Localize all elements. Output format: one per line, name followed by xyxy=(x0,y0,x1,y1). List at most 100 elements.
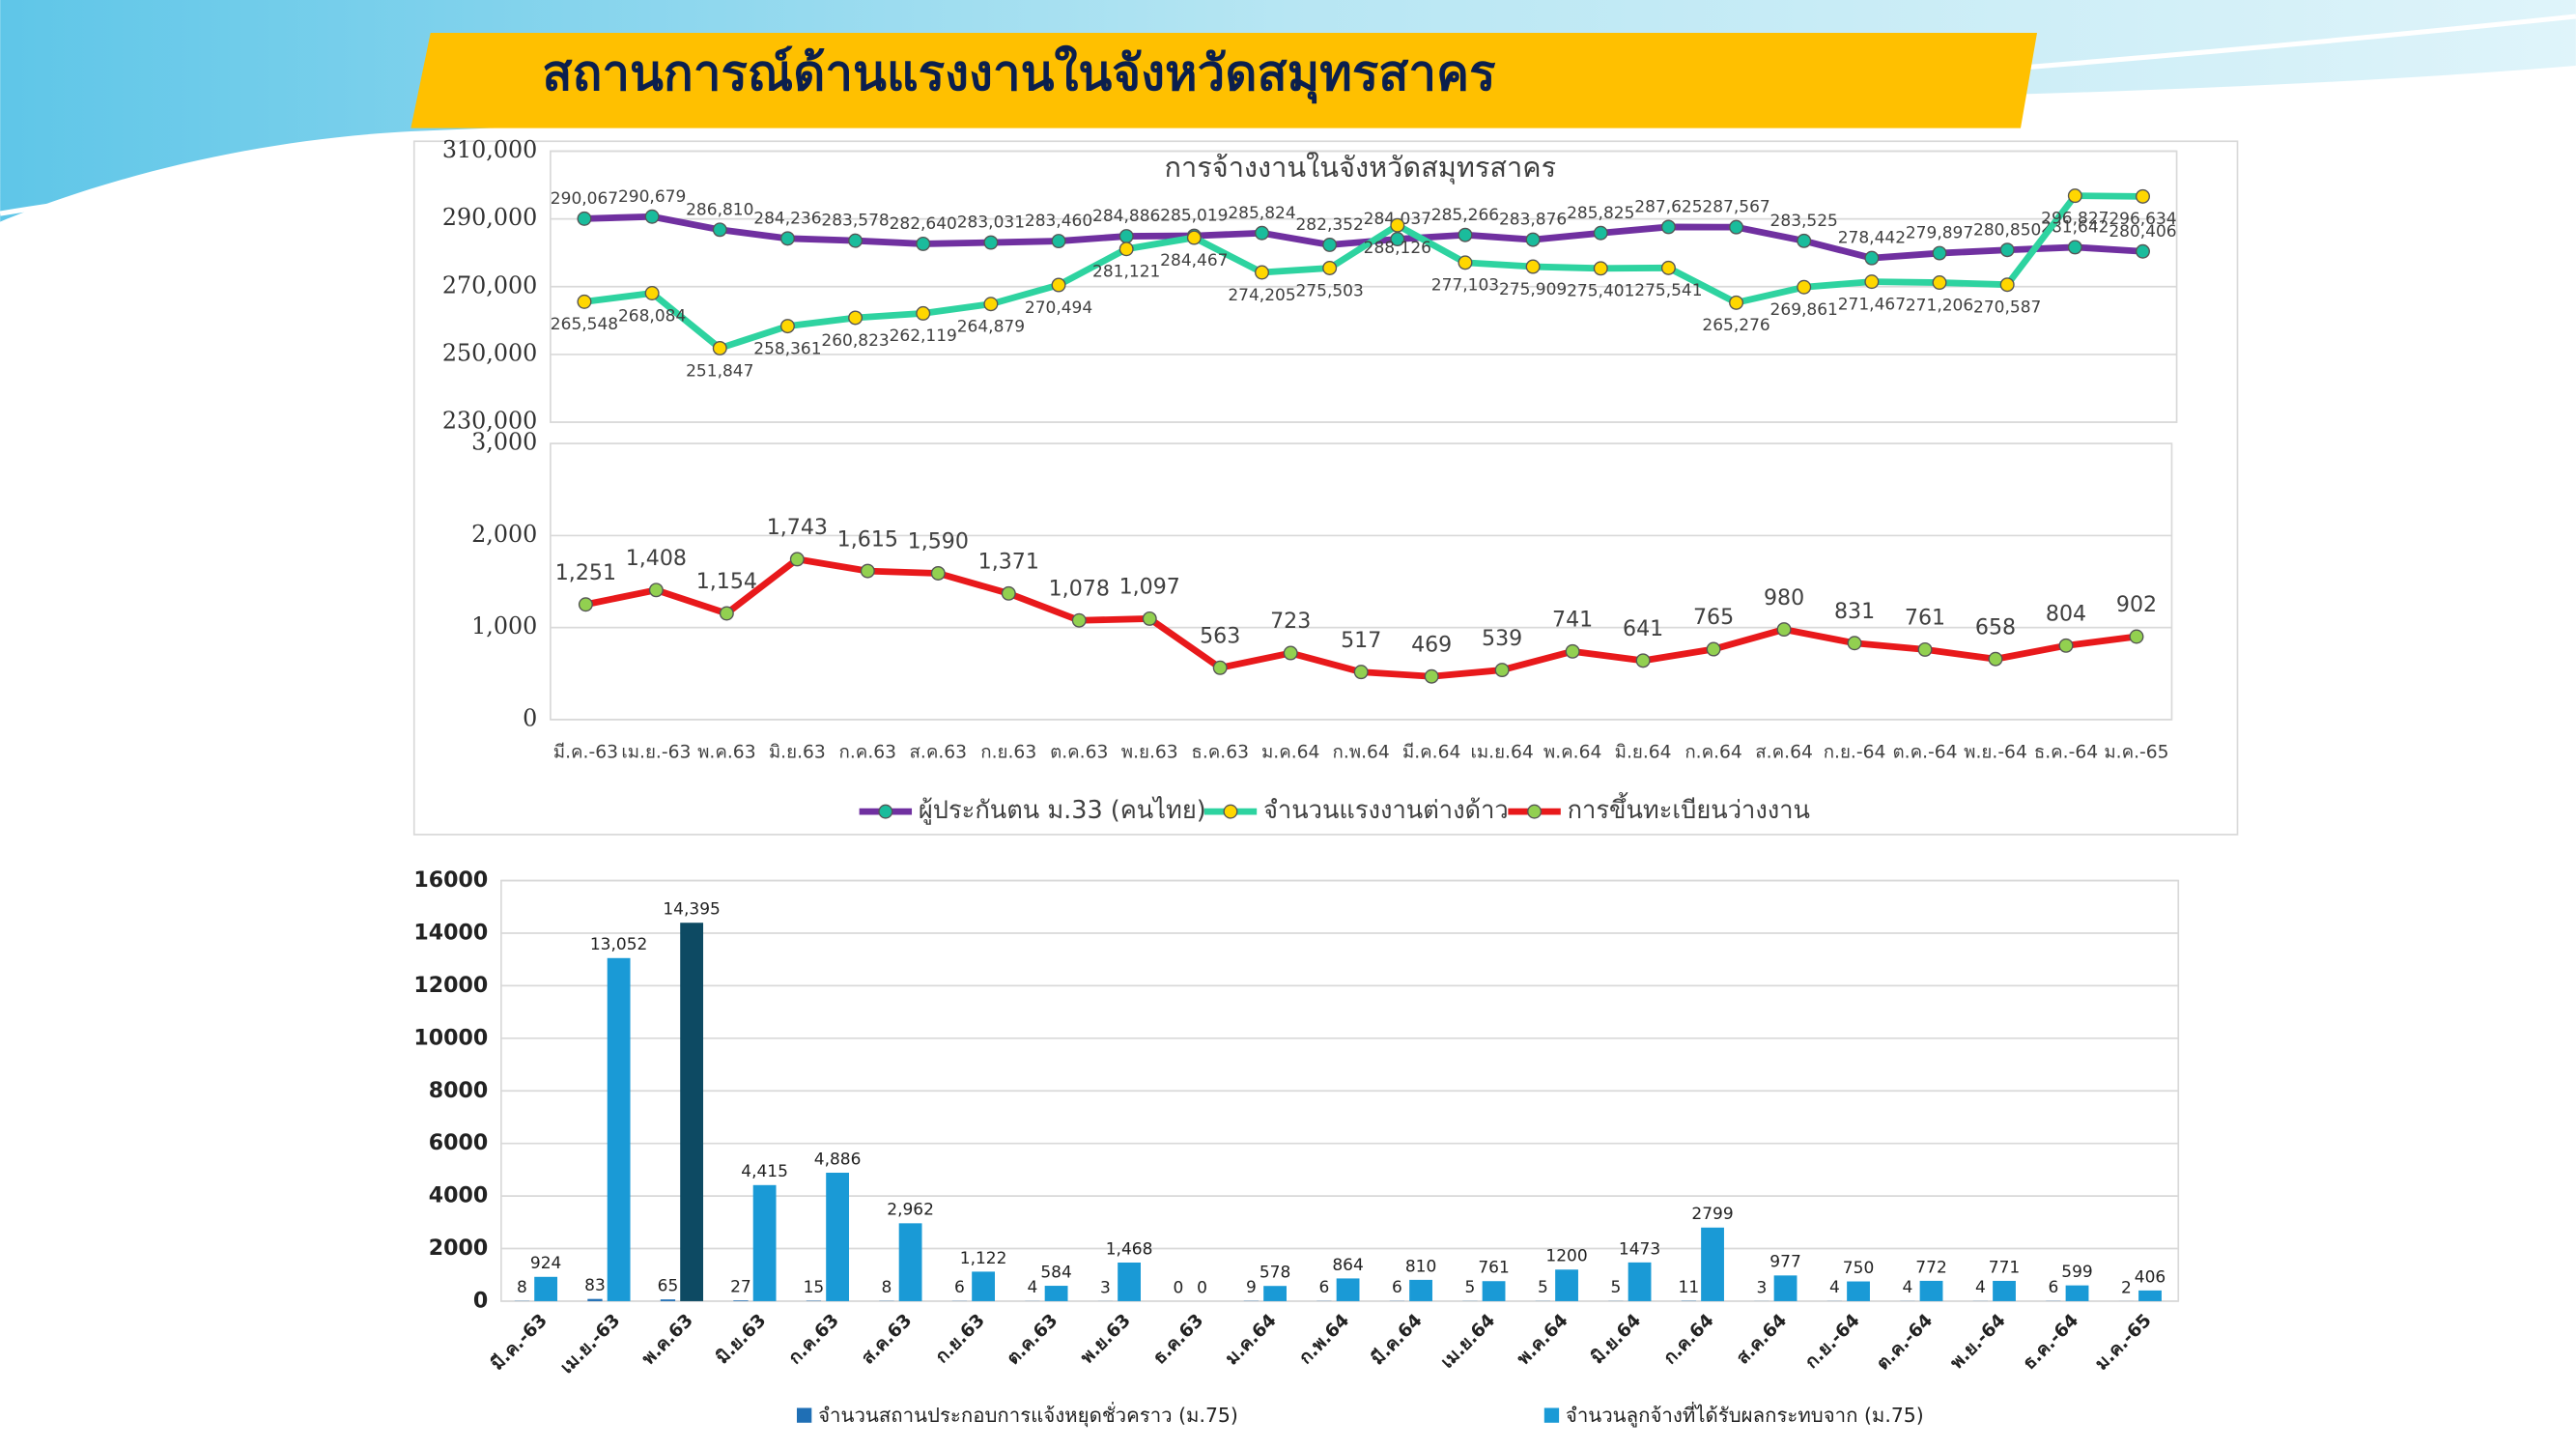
point-marker xyxy=(1494,663,1510,678)
point-marker xyxy=(1525,232,1541,247)
data-label: 274,205 xyxy=(1228,286,1295,305)
bar xyxy=(972,1271,996,1301)
y-tick-label: 6000 xyxy=(429,1130,488,1155)
y-tick-label: 4000 xyxy=(429,1183,488,1208)
data-label: 275,541 xyxy=(1634,281,1702,300)
data-label: 977 xyxy=(1769,1253,1800,1272)
legend-marker xyxy=(1527,804,1543,819)
data-label: 563 xyxy=(1200,623,1240,648)
data-label: 864 xyxy=(1332,1256,1363,1275)
point-marker xyxy=(1051,234,1066,249)
data-label: 469 xyxy=(1411,632,1452,657)
bar xyxy=(1993,1280,2016,1301)
point-marker xyxy=(2136,188,2150,204)
data-label: 296,634 xyxy=(2109,210,2176,229)
data-label: 4,886 xyxy=(814,1150,862,1169)
data-label: 287,567 xyxy=(1702,198,1769,217)
point-marker xyxy=(916,305,931,321)
data-label: 599 xyxy=(2061,1263,2092,1282)
point-marker xyxy=(1729,295,1744,310)
data-label: 277,103 xyxy=(1431,276,1499,296)
data-label: 723 xyxy=(1270,609,1311,634)
point-marker xyxy=(1999,277,2015,293)
x-tick-label: ม.ค.-65 xyxy=(2104,742,2168,762)
point-marker xyxy=(1917,641,1933,657)
x-tick-label: พ.ย.63 xyxy=(1077,1311,1135,1369)
y-tick-label: 0 xyxy=(523,704,537,731)
point-marker xyxy=(1864,250,1880,266)
point-marker xyxy=(644,209,660,224)
x-tick-label: ก.ย.63 xyxy=(932,1311,989,1368)
data-label: 6 xyxy=(954,1278,965,1297)
data-label: 8 xyxy=(882,1278,892,1297)
point-marker xyxy=(1706,641,1721,657)
title-banner xyxy=(410,33,2038,128)
bar xyxy=(534,1276,558,1301)
data-label: 2799 xyxy=(1691,1205,1733,1224)
x-tick-label: พ.ย.-64 xyxy=(1947,1311,2010,1374)
point-marker xyxy=(1565,643,1580,659)
data-label: 4,415 xyxy=(741,1162,788,1181)
data-label: 286,810 xyxy=(686,200,753,219)
point-marker xyxy=(916,236,931,251)
point-marker xyxy=(1283,645,1298,661)
data-label: 279,897 xyxy=(1906,224,1973,243)
y-tick-label: 290,000 xyxy=(442,204,537,231)
bar xyxy=(1701,1227,1724,1301)
x-tick-label: พ.ค.64 xyxy=(1543,742,1601,762)
data-label: 265,548 xyxy=(551,315,618,334)
data-label: 406 xyxy=(2135,1267,2166,1287)
data-label: 11 xyxy=(1679,1278,1700,1297)
point-marker xyxy=(1593,261,1608,276)
point-marker xyxy=(1001,585,1016,601)
data-label: 284,467 xyxy=(1160,251,1228,270)
y-tick-label: 3,000 xyxy=(471,429,537,456)
data-label: 296,827 xyxy=(2041,209,2109,228)
x-tick-label: พ.ย.63 xyxy=(1121,742,1178,762)
data-label: 270,494 xyxy=(1025,298,1092,318)
legend-label: จำนวนสถานประกอบการแจ้งหยุดชั่วคราว (ม.75… xyxy=(818,1402,1238,1428)
data-label: 6 xyxy=(1392,1278,1402,1297)
x-tick-label: พ.ย.-64 xyxy=(1964,742,2027,762)
point-marker xyxy=(577,211,592,226)
point-marker xyxy=(1988,651,2003,667)
point-marker xyxy=(983,235,999,250)
point-marker xyxy=(1051,277,1066,293)
data-label: 641 xyxy=(1623,616,1663,641)
point-marker xyxy=(1390,217,1405,233)
data-label: 285,019 xyxy=(1160,207,1228,226)
data-label: 285,824 xyxy=(1228,204,1295,223)
data-label: 658 xyxy=(1975,614,2016,639)
x-tick-label: มี.ค.-63 xyxy=(553,742,618,762)
bar xyxy=(1482,1281,1506,1301)
point-marker xyxy=(1999,242,2015,258)
data-label: 5 xyxy=(1464,1278,1475,1297)
bar xyxy=(2138,1290,2162,1301)
x-tick-label: ธ.ค.63 xyxy=(1191,742,1249,762)
data-label: 8 xyxy=(517,1278,527,1297)
point-marker xyxy=(1212,660,1228,675)
y-tick-label: 14000 xyxy=(413,920,488,945)
x-tick-label: พ.ค.63 xyxy=(697,742,755,762)
data-label: 251,847 xyxy=(686,361,753,381)
x-tick-label: ก.ย.-64 xyxy=(1824,742,1886,762)
legend-label: การขึ้นทะเบียนว่างงาน xyxy=(1568,792,1810,825)
x-tick-label: ก.ค.64 xyxy=(1684,742,1741,762)
point-marker xyxy=(1353,665,1369,680)
point-marker xyxy=(1255,225,1269,241)
data-label: 4 xyxy=(1975,1278,1986,1297)
x-tick-label: ก.ย.63 xyxy=(980,742,1036,762)
point-marker xyxy=(1797,233,1812,248)
bar xyxy=(587,1298,603,1301)
x-tick-label: เม.ย.64 xyxy=(1470,742,1533,762)
data-label: 284,886 xyxy=(1092,207,1160,226)
y-tick-label: 250,000 xyxy=(442,339,537,366)
y-tick-label: 10000 xyxy=(413,1025,488,1050)
point-marker xyxy=(1847,636,1862,651)
data-label: 1,468 xyxy=(1106,1239,1153,1259)
point-marker xyxy=(848,233,863,248)
data-label: 290,067 xyxy=(551,189,618,209)
point-marker xyxy=(719,606,734,621)
data-label: 14,395 xyxy=(663,900,720,920)
point-marker xyxy=(1525,259,1541,274)
